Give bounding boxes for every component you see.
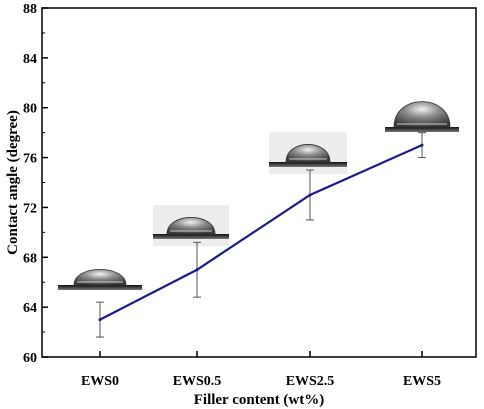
x-tick-label: EWS5 bbox=[403, 374, 441, 389]
series-line bbox=[99, 144, 423, 321]
droplet-substrate bbox=[153, 234, 229, 239]
y-axis-ticks: 60 64 68 72 76 80 84 88 bbox=[23, 2, 48, 366]
y-tick-label: 76 bbox=[23, 152, 37, 167]
data-point bbox=[308, 193, 312, 197]
droplet-shape bbox=[166, 217, 216, 235]
y-tick-label: 60 bbox=[23, 351, 37, 366]
droplet-substrate bbox=[269, 162, 347, 167]
droplet-images bbox=[58, 101, 459, 290]
y-tick-label: 64 bbox=[23, 301, 37, 316]
y-tick-label: 84 bbox=[23, 52, 37, 67]
chart-marks bbox=[96, 132, 426, 338]
y-tick-label: 80 bbox=[23, 102, 37, 117]
data-point bbox=[195, 268, 199, 272]
data-point bbox=[98, 318, 102, 322]
droplet-substrate bbox=[58, 285, 142, 290]
droplet-shape bbox=[285, 144, 331, 163]
droplet-image bbox=[269, 132, 347, 174]
y-tick-label: 72 bbox=[23, 201, 37, 216]
x-tick-label: EWS2.5 bbox=[286, 374, 335, 389]
droplet-image bbox=[58, 269, 142, 290]
droplet-substrate bbox=[385, 127, 459, 132]
x-axis-label: Filler content (wt%) bbox=[194, 392, 325, 408]
data-point bbox=[420, 143, 424, 147]
y-tick-label: 88 bbox=[23, 2, 37, 17]
y-axis-label: Contact angle (degree) bbox=[5, 110, 21, 255]
y-tick-label: 68 bbox=[23, 251, 37, 266]
plot-border bbox=[41, 7, 477, 358]
plot-frame bbox=[41, 7, 477, 358]
x-axis-ticks: EWS0 EWS0.5 EWS2.5 EWS5 bbox=[81, 351, 441, 389]
droplet-shape bbox=[73, 269, 127, 286]
x-tick-label: EWS0.5 bbox=[173, 374, 222, 389]
x-tick-label: EWS0 bbox=[81, 374, 119, 389]
droplet-shape bbox=[393, 101, 451, 128]
droplet-image bbox=[153, 205, 229, 246]
droplet-image bbox=[385, 101, 459, 132]
